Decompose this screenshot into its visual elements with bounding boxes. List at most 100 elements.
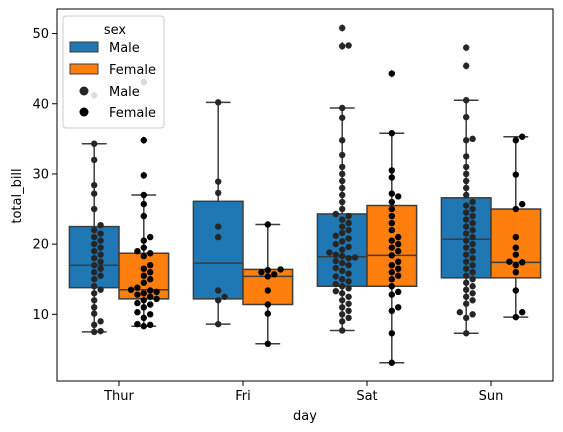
swarm-point — [469, 283, 476, 290]
swarm-point — [134, 299, 141, 307]
swarm-point — [147, 287, 154, 294]
swarm-point — [395, 272, 402, 279]
swarm-point — [332, 257, 339, 265]
swarm-point — [345, 270, 352, 277]
swarm-point — [326, 249, 333, 256]
swarm-point — [140, 212, 147, 220]
swarm-point — [463, 209, 470, 216]
swarm-point — [97, 286, 104, 293]
swarm-point — [388, 307, 395, 315]
swarm-point — [469, 233, 476, 241]
swarm-point — [388, 198, 395, 206]
swarm-point — [469, 311, 476, 318]
swarm-point — [140, 265, 147, 272]
swarm-point — [91, 247, 98, 255]
swarm-point — [140, 297, 147, 304]
swarm-point — [140, 191, 147, 199]
swarm-point — [388, 283, 395, 290]
swarm-point — [271, 271, 278, 278]
swarm-point — [469, 205, 476, 213]
swarm-point — [332, 273, 339, 280]
swarm-point — [339, 276, 346, 283]
y-tick-label: 50 — [32, 27, 49, 42]
swarm-point — [97, 272, 104, 279]
swarm-point — [339, 216, 346, 223]
swarm-point — [91, 226, 98, 234]
swarm-point — [395, 288, 402, 296]
swarm-point — [388, 190, 395, 197]
swarm-point — [469, 261, 476, 269]
swarm-sat-female — [388, 70, 402, 366]
swarm-point — [469, 212, 476, 220]
swarm-point — [140, 290, 147, 297]
swarm-point — [345, 307, 352, 315]
swarm-point — [345, 243, 352, 251]
swarm-point — [469, 135, 476, 143]
swarm-point — [345, 42, 352, 49]
swarm-point — [339, 184, 346, 192]
swarm-point — [395, 233, 402, 241]
swarm-point — [339, 137, 346, 144]
swarm-point — [264, 340, 271, 347]
swarm-point — [339, 311, 346, 318]
swarm-point — [332, 280, 339, 288]
swarm-point — [91, 269, 98, 276]
swarm-point — [469, 240, 476, 248]
legend-point-label-male: Male — [109, 85, 140, 100]
swarm-point — [339, 223, 346, 230]
swarm-point — [127, 286, 135, 293]
swarm-point — [97, 230, 104, 237]
swarm-point — [215, 178, 222, 185]
swarm-point — [388, 330, 395, 337]
swarm-point — [388, 212, 395, 220]
swarm-sun-male — [456, 44, 476, 337]
swarm-point — [395, 247, 402, 255]
swarm-point — [463, 163, 470, 171]
swarm-point — [97, 244, 104, 251]
swarm-point — [134, 309, 141, 316]
swarm-point — [388, 226, 395, 234]
swarm-point — [339, 229, 346, 237]
swarm-point — [395, 265, 402, 272]
swarm-fri-female — [258, 221, 284, 347]
swarm-point — [463, 300, 470, 307]
axes: 10 20 30 40 50 Thur Fri Sat Sun — [32, 8, 554, 404]
swarm-point — [469, 247, 476, 255]
swarm-point — [91, 290, 98, 297]
swarm-point — [463, 97, 470, 104]
swarm-point — [345, 226, 352, 234]
swarm-point — [140, 272, 147, 279]
swarm-point — [345, 254, 352, 262]
swarm-point — [339, 327, 346, 334]
swarm-point — [463, 137, 470, 144]
swarm-point — [140, 172, 147, 179]
legend-box-label-female: Female — [109, 63, 156, 78]
swarm-point — [147, 301, 154, 308]
swarm-point — [147, 293, 154, 300]
swarm-point — [91, 190, 98, 197]
swarm-point — [134, 247, 141, 255]
box-body — [192, 200, 244, 300]
swarm-point — [264, 310, 271, 317]
swarm-thur-female — [127, 78, 160, 330]
swarm-point — [469, 198, 476, 206]
legend-point-label-female: Female — [109, 106, 156, 121]
swarm-point — [97, 265, 104, 272]
swarm-point — [512, 251, 519, 258]
legend-point-marker-female — [79, 107, 89, 117]
swarm-point — [140, 237, 147, 244]
swarm-point — [469, 219, 476, 227]
legend-box-swatch-female — [69, 63, 99, 75]
swarm-point — [215, 287, 222, 294]
swarm-point — [140, 200, 147, 208]
swarm-point — [215, 223, 222, 230]
swarm-point — [395, 304, 402, 311]
swarm-point — [332, 264, 339, 272]
swarm-point — [97, 327, 104, 335]
swarm-point — [345, 235, 352, 242]
swarm-point — [264, 287, 271, 294]
swarm-point — [463, 191, 470, 199]
swarm-point — [91, 304, 98, 311]
swarm-point — [463, 330, 470, 337]
swarm-point — [339, 259, 346, 267]
